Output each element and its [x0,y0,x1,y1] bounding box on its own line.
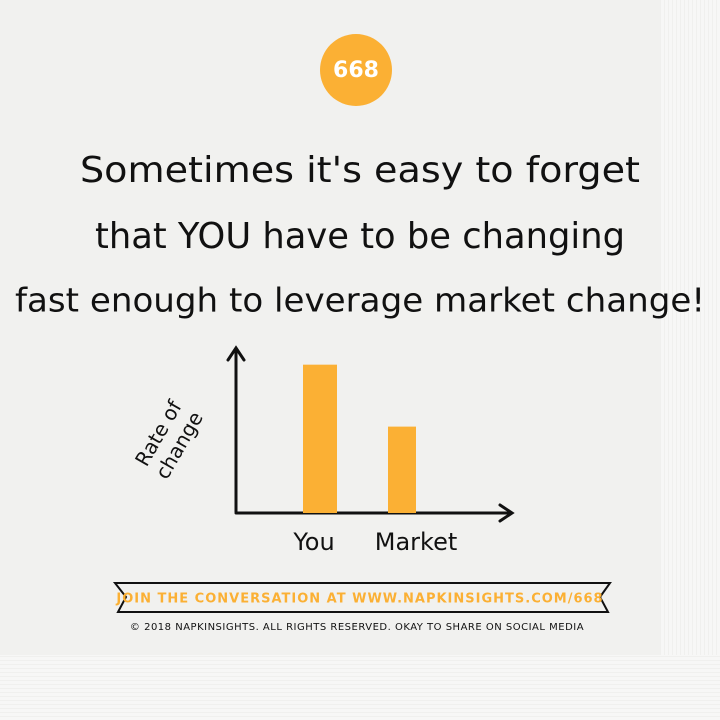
headline-line: fast enough to leverage market change! [15,281,705,320]
headline-line: that YOU have to be changing [95,216,625,257]
banner [112,582,612,613]
banner-text: JOIN THE CONVERSATION AT WWW.NAPKINSIGHT… [115,592,603,607]
headline-line: Sometimes it's easy to forget [80,150,640,191]
axes [226,345,515,523]
copyright: © 2018 NAPKINSIGHTS. ALL RIGHTS RESERVED… [130,622,584,633]
headline: Sometimes it's easy to forget that YOU ha… [15,150,705,320]
x-tick-label: Market [375,528,458,556]
footer: JOIN THE CONVERSATION AT WWW.NAPKINSIGHT… [112,582,612,633]
badge-number: 668 [333,58,379,83]
badge [320,34,392,106]
bar [388,426,416,513]
x-tick-label: You [292,528,334,556]
napkin-edge [660,0,720,720]
bar [303,364,337,513]
napkin-edge [0,655,720,720]
